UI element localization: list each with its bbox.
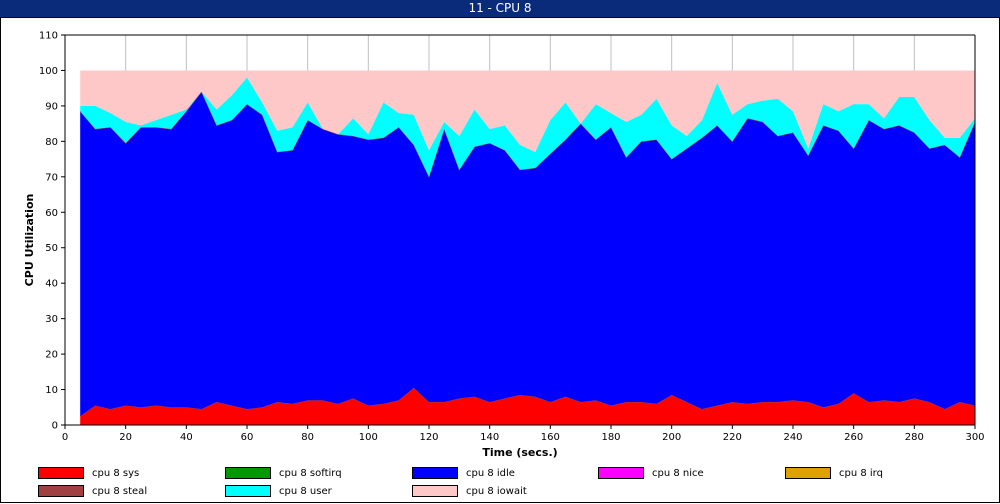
- y-tick-label: 110: [39, 31, 58, 42]
- legend-item: cpu 8 softirq: [225, 467, 342, 481]
- area-cpu-8-user: [80, 77, 975, 177]
- legend-swatch: [225, 467, 271, 479]
- legend-label: cpu 8 steal: [92, 486, 148, 497]
- x-tick-label: 220: [723, 432, 742, 443]
- y-tick-label: 20: [45, 350, 58, 361]
- y-tick-label: 30: [45, 314, 58, 325]
- legend-item: cpu 8 idle: [412, 467, 515, 481]
- legend-swatch: [38, 467, 84, 479]
- legend-item: cpu 8 iowait: [412, 485, 527, 499]
- legend-label: cpu 8 idle: [466, 468, 515, 479]
- legend-item: cpu 8 steal: [38, 485, 147, 499]
- x-tick-label: 120: [419, 432, 438, 443]
- x-tick-label: 180: [601, 432, 620, 443]
- y-tick-label: 60: [45, 208, 58, 219]
- y-tick-label: 0: [52, 421, 58, 432]
- legend-label: cpu 8 nice: [652, 468, 704, 479]
- legend-item: cpu 8 irq: [785, 467, 883, 481]
- legend-swatch: [785, 467, 831, 479]
- y-tick-label: 80: [45, 137, 58, 148]
- legend-label: cpu 8 irq: [839, 468, 883, 479]
- legend-swatch: [412, 485, 458, 497]
- x-tick-label: 20: [119, 432, 132, 443]
- x-tick-label: 0: [62, 432, 68, 443]
- legend-label: cpu 8 softirq: [279, 468, 342, 479]
- legend: cpu 8 sys cpu 8 softirq cpu 8 idle cpu 8 ni…: [0, 465, 1000, 501]
- legend-swatch: [598, 467, 644, 479]
- x-axis-label: Time (secs.): [482, 446, 557, 459]
- legend-swatch: [412, 467, 458, 479]
- y-tick-label: 40: [45, 279, 58, 290]
- x-tick-label: 200: [662, 432, 681, 443]
- x-tick-label: 240: [783, 432, 802, 443]
- y-tick-label: 90: [45, 101, 58, 112]
- x-tick-label: 40: [180, 432, 193, 443]
- y-axis-label: CPU Utilization: [23, 194, 36, 287]
- legend-swatch: [225, 485, 271, 497]
- x-tick-label: 300: [965, 432, 984, 443]
- window-title: 11 - CPU 8: [0, 0, 1000, 18]
- cpu-chart: 0 10 20 30 40 50 60 70 80 90 100 110 0 20 40 60 80 100 120…: [23, 31, 985, 460]
- legend-label: cpu 8 user: [279, 486, 332, 497]
- legend-label: cpu 8 iowait: [466, 486, 527, 497]
- legend-swatch: [38, 485, 84, 497]
- x-tick-label: 280: [905, 432, 924, 443]
- x-tick-label: 100: [359, 432, 378, 443]
- x-tick-label: 140: [480, 432, 499, 443]
- x-tick-label: 60: [241, 432, 254, 443]
- y-tick-label: 10: [45, 385, 58, 396]
- y-tick-label: 50: [45, 243, 58, 254]
- area-cpu-8-sys: [80, 387, 975, 425]
- x-tick-label: 260: [844, 432, 863, 443]
- area-cpu-8-idle: [80, 91, 975, 417]
- legend-item: cpu 8 nice: [598, 467, 704, 481]
- legend-item: cpu 8 user: [225, 485, 332, 499]
- x-tick-label: 160: [541, 432, 560, 443]
- legend-item: cpu 8 sys: [38, 467, 139, 481]
- area-cpu-8-iowait: [80, 70, 975, 152]
- legend-label: cpu 8 sys: [92, 468, 140, 479]
- x-tick-label: 80: [301, 432, 314, 443]
- y-tick-label: 70: [45, 172, 58, 183]
- y-tick-label: 100: [39, 66, 58, 77]
